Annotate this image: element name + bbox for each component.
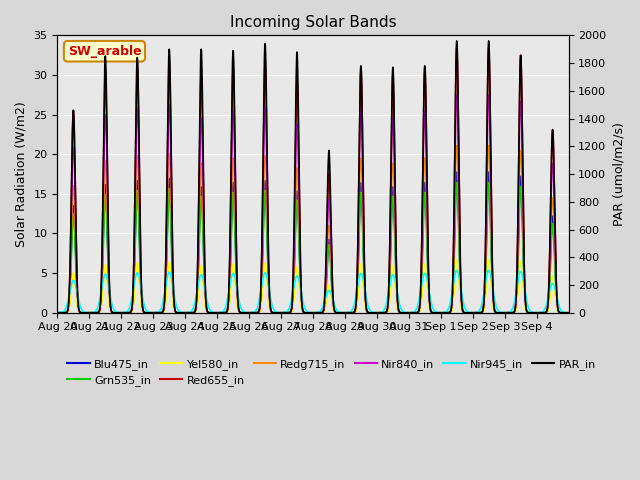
- Redg715_in: [524, 310, 531, 315]
- PAR_in: [296, 255, 304, 261]
- PAR_in: [425, 279, 433, 285]
- Nir840_in: [485, 92, 493, 98]
- Nir945_in: [268, 302, 276, 308]
- Line: Red655_in: Red655_in: [58, 47, 568, 313]
- Nir945_in: [485, 267, 493, 273]
- Line: Nir840_in: Nir840_in: [58, 95, 568, 313]
- Line: Nir945_in: Nir945_in: [58, 270, 568, 313]
- Grn535_in: [273, 310, 280, 316]
- PAR_in: [268, 310, 276, 315]
- Nir945_in: [564, 310, 572, 316]
- PAR_in: [485, 38, 493, 44]
- Redg715_in: [425, 291, 433, 297]
- PAR_in: [549, 131, 557, 136]
- Legend: Blu475_in, Grn535_in, Yel580_in, Red655_in, Redg715_in, Nir840_in, Nir945_in, PA: Blu475_in, Grn535_in, Yel580_in, Red655_…: [63, 354, 600, 391]
- Redg715_in: [273, 310, 280, 316]
- Text: SW_arable: SW_arable: [68, 45, 141, 58]
- Nir945_in: [296, 284, 304, 290]
- Nir840_in: [524, 310, 531, 315]
- Grn535_in: [425, 295, 433, 301]
- Nir840_in: [564, 310, 572, 316]
- Yel580_in: [296, 299, 304, 305]
- Yel580_in: [485, 257, 493, 263]
- Redg715_in: [564, 310, 572, 316]
- Redg715_in: [485, 143, 493, 148]
- Yel580_in: [268, 310, 276, 315]
- Blu475_in: [524, 310, 531, 315]
- Red655_in: [54, 310, 61, 316]
- Red655_in: [564, 310, 572, 316]
- Line: Blu475_in: Blu475_in: [58, 172, 568, 313]
- Yel580_in: [524, 310, 531, 315]
- Line: Redg715_in: Redg715_in: [58, 145, 568, 313]
- Redg715_in: [296, 276, 304, 281]
- Yel580_in: [564, 310, 572, 316]
- Nir945_in: [524, 301, 531, 307]
- Redg715_in: [268, 310, 276, 315]
- Blu475_in: [268, 310, 276, 315]
- Line: Yel580_in: Yel580_in: [58, 260, 568, 313]
- Grn535_in: [54, 310, 61, 316]
- Red655_in: [549, 131, 557, 137]
- Nir840_in: [273, 310, 280, 316]
- Red655_in: [524, 310, 531, 315]
- Nir840_in: [296, 265, 304, 271]
- Red655_in: [485, 44, 493, 50]
- Line: Grn535_in: Grn535_in: [58, 183, 568, 313]
- Blu475_in: [54, 310, 61, 316]
- Y-axis label: PAR (umol/m2/s): PAR (umol/m2/s): [612, 122, 625, 226]
- Grn535_in: [564, 310, 572, 316]
- Nir945_in: [549, 281, 557, 287]
- Nir945_in: [425, 287, 433, 292]
- Red655_in: [296, 255, 304, 261]
- PAR_in: [273, 310, 280, 316]
- Blu475_in: [273, 310, 280, 316]
- Redg715_in: [549, 197, 557, 203]
- Blu475_in: [485, 169, 493, 175]
- Yel580_in: [273, 310, 280, 316]
- Grn535_in: [485, 180, 493, 186]
- Red655_in: [425, 280, 433, 286]
- Nir840_in: [425, 285, 433, 291]
- Nir840_in: [549, 163, 557, 169]
- Red655_in: [268, 310, 276, 315]
- Title: Incoming Solar Bands: Incoming Solar Bands: [230, 15, 396, 30]
- Nir840_in: [54, 310, 61, 316]
- Blu475_in: [296, 281, 304, 287]
- Nir840_in: [268, 310, 276, 315]
- Blu475_in: [425, 294, 433, 300]
- Yel580_in: [549, 274, 557, 280]
- Redg715_in: [54, 310, 61, 316]
- Grn535_in: [549, 222, 557, 228]
- PAR_in: [564, 310, 572, 316]
- Y-axis label: Solar Radiation (W/m2): Solar Radiation (W/m2): [15, 101, 28, 247]
- Yel580_in: [425, 304, 433, 310]
- Grn535_in: [268, 310, 276, 315]
- PAR_in: [524, 310, 531, 315]
- Yel580_in: [54, 310, 61, 316]
- Grn535_in: [296, 283, 304, 289]
- PAR_in: [54, 310, 61, 316]
- Red655_in: [273, 310, 280, 316]
- Blu475_in: [564, 310, 572, 316]
- Nir945_in: [273, 309, 280, 315]
- Blu475_in: [549, 215, 557, 221]
- Nir945_in: [54, 310, 61, 316]
- Line: PAR_in: PAR_in: [58, 41, 568, 313]
- Grn535_in: [524, 310, 531, 315]
